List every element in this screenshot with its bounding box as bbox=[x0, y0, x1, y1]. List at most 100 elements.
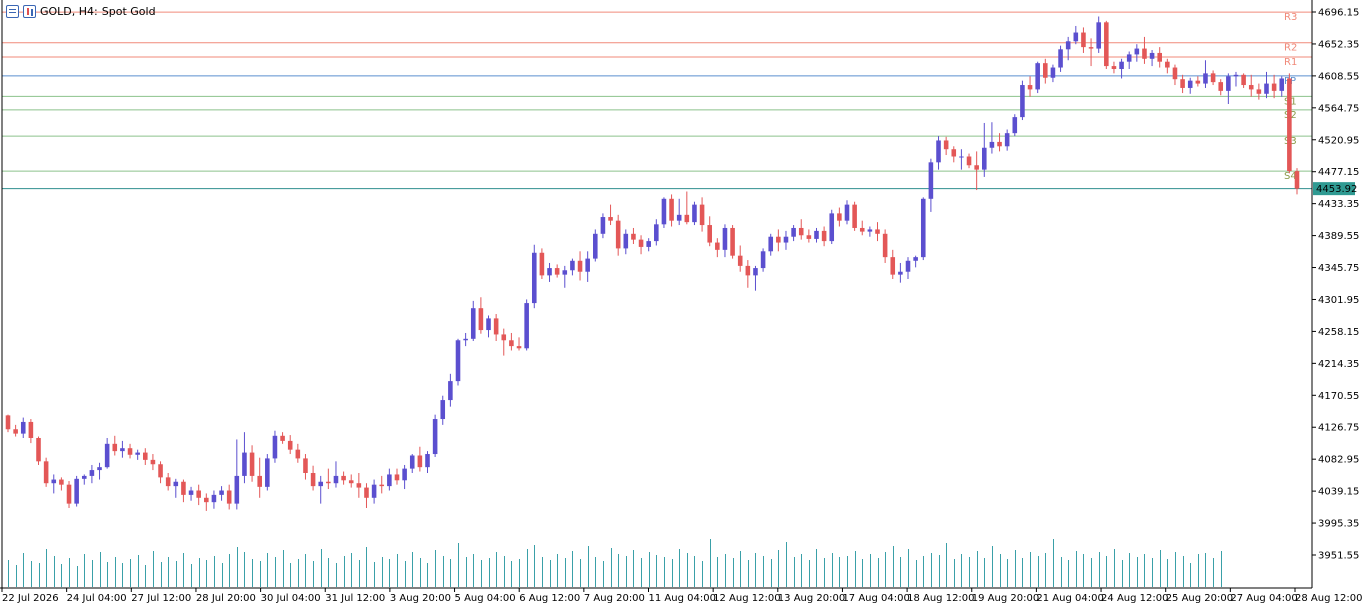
candle bbox=[74, 475, 79, 507]
candle bbox=[409, 454, 415, 473]
candle bbox=[753, 265, 758, 291]
candle-body bbox=[859, 227, 865, 232]
candle-body bbox=[265, 458, 270, 487]
x-tick-label: 17 Aug 04:00 bbox=[842, 593, 909, 604]
candle bbox=[661, 197, 667, 228]
candle-body bbox=[554, 268, 560, 275]
grid-icon[interactable] bbox=[6, 4, 19, 18]
candle-body bbox=[524, 303, 529, 349]
pivot-levels: R3R2R1PPS1S2S3S4 bbox=[2, 11, 1312, 190]
candle bbox=[898, 262, 903, 283]
candle-body bbox=[326, 481, 331, 484]
candle bbox=[204, 493, 209, 511]
candle bbox=[852, 201, 857, 231]
candle bbox=[158, 461, 163, 484]
candle bbox=[242, 432, 247, 484]
candle bbox=[287, 435, 293, 455]
candle bbox=[356, 472, 362, 498]
candle-body bbox=[562, 270, 568, 275]
candle bbox=[1004, 129, 1010, 151]
candle-body bbox=[13, 429, 18, 434]
pivot-label-r2: R2 bbox=[1284, 43, 1297, 54]
candle bbox=[966, 153, 972, 169]
candle bbox=[1104, 20, 1109, 69]
y-tick-label: 3951.55 bbox=[1318, 551, 1359, 562]
candle-body bbox=[1172, 67, 1178, 80]
candle-body bbox=[257, 475, 262, 487]
candle-body bbox=[1111, 66, 1117, 69]
candle bbox=[1264, 71, 1269, 99]
candle-body bbox=[493, 318, 499, 335]
candle bbox=[1180, 74, 1185, 94]
candle-body bbox=[882, 233, 888, 258]
candle-body bbox=[1210, 73, 1216, 83]
candle bbox=[829, 209, 835, 245]
x-tick-label: 19 Aug 20:00 bbox=[972, 593, 1039, 604]
candle-body bbox=[455, 340, 461, 382]
candle bbox=[1203, 60, 1208, 88]
candle bbox=[1294, 168, 1300, 195]
candle bbox=[867, 226, 873, 237]
candle-body bbox=[646, 241, 651, 247]
candle bbox=[1043, 58, 1048, 84]
x-tick-label: 27 Aug 04:00 bbox=[1230, 593, 1297, 604]
candle-body bbox=[600, 217, 606, 234]
candle-body bbox=[1035, 63, 1040, 90]
candle-body bbox=[74, 478, 79, 504]
candle bbox=[1065, 36, 1071, 61]
candle-body bbox=[745, 265, 751, 276]
candle bbox=[638, 235, 644, 255]
y-tick-label: 4608.55 bbox=[1318, 71, 1359, 82]
candle bbox=[135, 449, 140, 460]
candle-body bbox=[981, 147, 987, 170]
candle bbox=[1210, 70, 1216, 86]
candle bbox=[1096, 16, 1101, 53]
y-tick-label: 4564.75 bbox=[1318, 103, 1359, 114]
y-tick-label: 4477.15 bbox=[1318, 167, 1359, 178]
x-tick-label: 3 Aug 20:00 bbox=[390, 593, 451, 604]
candle bbox=[36, 436, 41, 465]
candle bbox=[1134, 44, 1140, 62]
candle bbox=[1027, 76, 1033, 97]
candle-body bbox=[1180, 79, 1185, 88]
candle-body bbox=[654, 224, 659, 242]
candle-body bbox=[5, 415, 11, 430]
candle bbox=[547, 262, 552, 282]
volume-bars bbox=[8, 539, 1222, 587]
candle bbox=[920, 197, 926, 261]
candle bbox=[486, 315, 491, 338]
candle bbox=[669, 194, 674, 227]
candle bbox=[1081, 27, 1086, 53]
y-tick-label: 4345.75 bbox=[1318, 263, 1359, 274]
candle bbox=[432, 414, 438, 457]
candle-body bbox=[341, 475, 346, 481]
candle-body bbox=[1134, 48, 1140, 55]
candle bbox=[13, 424, 18, 437]
candle-body bbox=[402, 468, 407, 481]
candles bbox=[5, 16, 1300, 511]
candle-body bbox=[1119, 61, 1124, 69]
candle-body bbox=[280, 435, 285, 441]
candles-icon[interactable] bbox=[23, 4, 36, 18]
candle-body bbox=[181, 481, 186, 495]
candle bbox=[699, 197, 705, 232]
candle bbox=[1279, 76, 1285, 97]
candle-body bbox=[623, 233, 629, 249]
y-tick-label: 4696.15 bbox=[1318, 8, 1359, 19]
candle bbox=[1165, 58, 1170, 74]
candle-body bbox=[371, 484, 377, 498]
candle-body bbox=[432, 419, 438, 455]
candle-body bbox=[112, 443, 118, 452]
candle-body bbox=[615, 220, 621, 249]
candle bbox=[280, 432, 285, 444]
candle-body bbox=[699, 204, 705, 226]
x-tick-label: 24 Jul 04:00 bbox=[67, 593, 127, 604]
candle-body bbox=[226, 490, 232, 504]
x-tick-label: 21 Aug 04:00 bbox=[1036, 593, 1103, 604]
candle bbox=[493, 314, 499, 342]
candle bbox=[196, 484, 201, 506]
candle-body bbox=[791, 227, 796, 237]
candle bbox=[318, 475, 324, 504]
x-tick-label: 22 Jul 2026 bbox=[2, 593, 59, 604]
